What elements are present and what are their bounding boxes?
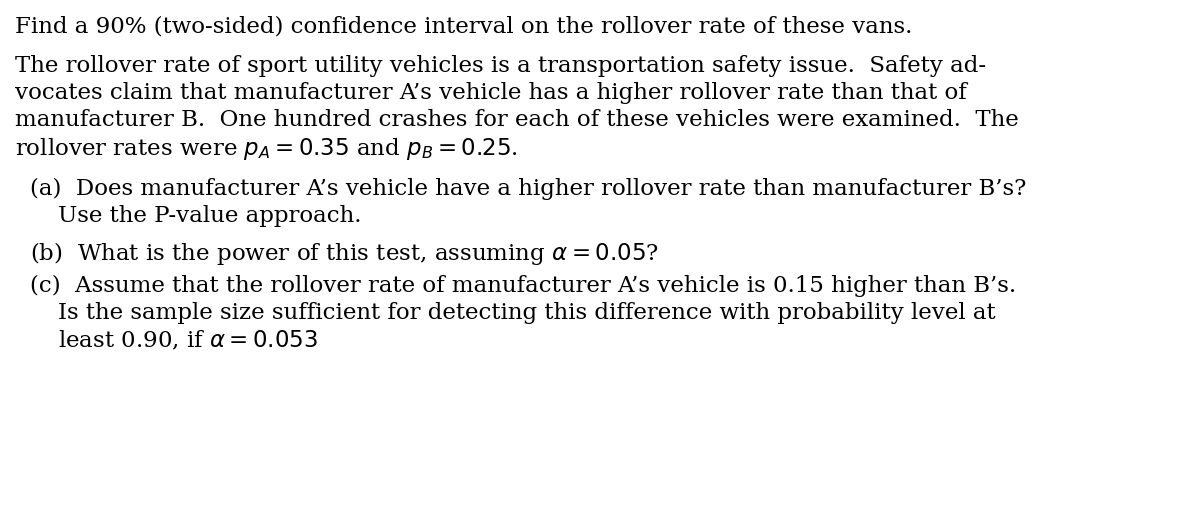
Text: (c)  Assume that the rollover rate of manufacturer A’s vehicle is 0.15 higher th: (c) Assume that the rollover rate of man… [30,275,1016,297]
Text: Use the P-value approach.: Use the P-value approach. [58,205,361,227]
Text: least 0.90, if $\alpha = 0.053$: least 0.90, if $\alpha = 0.053$ [58,329,318,352]
Text: The rollover rate of sport utility vehicles is a transportation safety issue.  S: The rollover rate of sport utility vehic… [14,55,986,77]
Text: vocates claim that manufacturer A’s vehicle has a higher rollover rate than that: vocates claim that manufacturer A’s vehi… [14,82,967,104]
Text: Find a 90% (two-sided) confidence interval on the rollover rate of these vans.: Find a 90% (two-sided) confidence interv… [14,15,912,37]
Text: rollover rates were $p_A = 0.35$ and $p_B = 0.25$.: rollover rates were $p_A = 0.35$ and $p_… [14,136,517,162]
Text: (b)  What is the power of this test, assuming $\alpha = 0.05$?: (b) What is the power of this test, assu… [30,240,659,267]
Text: manufacturer B.  One hundred crashes for each of these vehicles were examined.  : manufacturer B. One hundred crashes for … [14,109,1019,131]
Text: Is the sample size sufficient for detecting this difference with probability lev: Is the sample size sufficient for detect… [58,302,996,324]
Text: (a)  Does manufacturer A’s vehicle have a higher rollover rate than manufacturer: (a) Does manufacturer A’s vehicle have a… [30,178,1026,200]
